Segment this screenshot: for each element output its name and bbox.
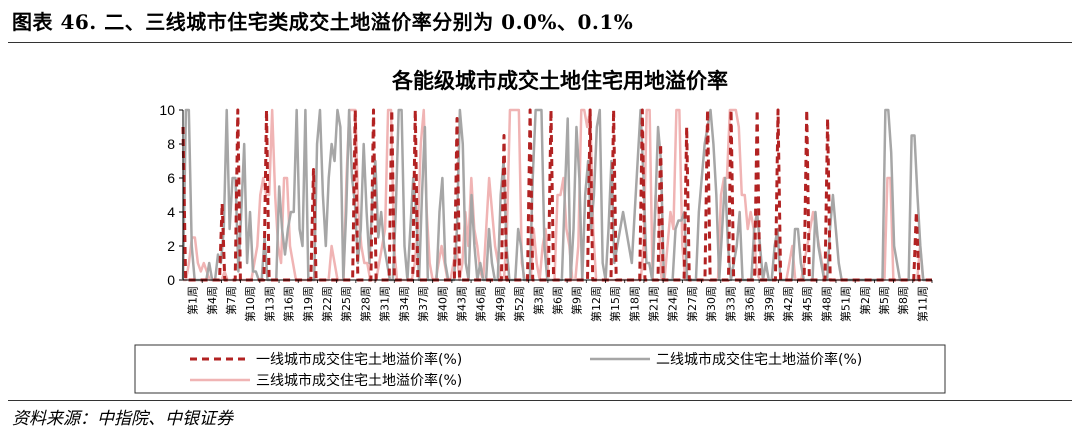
x-tick-label: 第30周 xyxy=(704,286,718,322)
bottom-rule xyxy=(8,400,1072,401)
x-tick-label: 第42周 xyxy=(781,286,795,322)
x-tick-label: 第43周 xyxy=(455,286,469,322)
legend-box xyxy=(134,344,946,394)
x-tick-label: 第24周 xyxy=(666,286,680,322)
series-layer xyxy=(181,108,932,282)
y-tick-label: 6 xyxy=(167,170,175,186)
x-tick-label: 第22周 xyxy=(320,286,334,322)
x-tick-label: 第5周 xyxy=(877,286,891,315)
x-tick-label: 第46周 xyxy=(474,286,488,322)
x-tick-label: 第7周 xyxy=(224,286,238,315)
x-tick-label: 第4周 xyxy=(205,286,219,315)
x-tick-label: 第21周 xyxy=(647,286,661,322)
x-tick-label: 第12周 xyxy=(589,286,603,322)
top-rule xyxy=(8,42,1072,43)
x-tick-label: 第13周 xyxy=(262,286,276,322)
x-tick-label: 第34周 xyxy=(397,286,411,322)
x-tick-label: 第37周 xyxy=(416,286,430,322)
y-tick-label: 10 xyxy=(159,102,175,118)
x-tick-label: 第40周 xyxy=(435,286,449,322)
x-tick-label: 第28周 xyxy=(358,286,372,322)
x-tick-label: 第51周 xyxy=(839,286,853,322)
x-tick-label: 第45周 xyxy=(800,286,814,322)
x-axis-labels: 第1周 第4周 第7周 第10周 第13周 第16周 第19周 第22周 第25周 第28周 第31… xyxy=(186,280,933,322)
legend: 一线城市成交住宅土地溢价率(%) 二线城市成交住宅土地溢价率(%) 三线城市成交住宅… xyxy=(190,351,862,389)
figure-title: 图表 46. 二、三线城市住宅类成交土地溢价率分别为 0.0%、0.1% xyxy=(12,10,634,34)
x-tick-label: 第25周 xyxy=(339,286,353,322)
x-tick-label: 第52周 xyxy=(512,286,526,322)
x-tick-label: 第10周 xyxy=(243,286,257,322)
x-tick-label: 第36周 xyxy=(743,286,757,322)
legend-tier1-label: 一线城市成交住宅土地溢价率(%) xyxy=(256,351,462,368)
x-tick-label: 第16周 xyxy=(282,286,296,322)
x-tick-label: 第48周 xyxy=(819,286,833,322)
y-tick-label: 8 xyxy=(167,136,175,152)
x-tick-label: 第9周 xyxy=(570,286,584,315)
legend-tier2-label: 二线城市成交住宅土地溢价率(%) xyxy=(656,351,862,368)
y-tick-label: 2 xyxy=(167,238,175,254)
x-tick-label: 第18周 xyxy=(627,286,641,322)
x-tick-label: 第15周 xyxy=(608,286,622,322)
axes xyxy=(182,110,932,281)
x-tick-label: 第1周 xyxy=(186,286,200,315)
x-tick-label: 第31周 xyxy=(378,286,392,322)
x-tick-label: 第2周 xyxy=(858,286,872,315)
x-tick-label: 第11周 xyxy=(915,286,929,322)
y-axis: 0 2 4 6 8 10 xyxy=(159,102,183,288)
x-tick-label: 第3周 xyxy=(531,286,545,315)
x-tick-label: 第6周 xyxy=(551,286,565,315)
x-tick-label: 第49周 xyxy=(493,286,507,322)
source-note: 资料来源：中指院、中银证券 xyxy=(12,409,233,429)
x-tick-label: 第27周 xyxy=(685,286,699,322)
x-tick-label: 第8周 xyxy=(896,286,910,315)
legend-tier3-label: 三线城市成交住宅土地溢价率(%) xyxy=(256,372,462,389)
x-tick-label: 第39周 xyxy=(762,286,776,322)
chart-title: 各能级城市成交土地住宅用地溢价率 xyxy=(391,68,728,93)
x-tick-label: 第19周 xyxy=(301,286,315,322)
x-tick-label: 第33周 xyxy=(723,286,737,322)
y-tick-label: 4 xyxy=(167,204,175,220)
y-tick-label: 0 xyxy=(167,272,175,288)
